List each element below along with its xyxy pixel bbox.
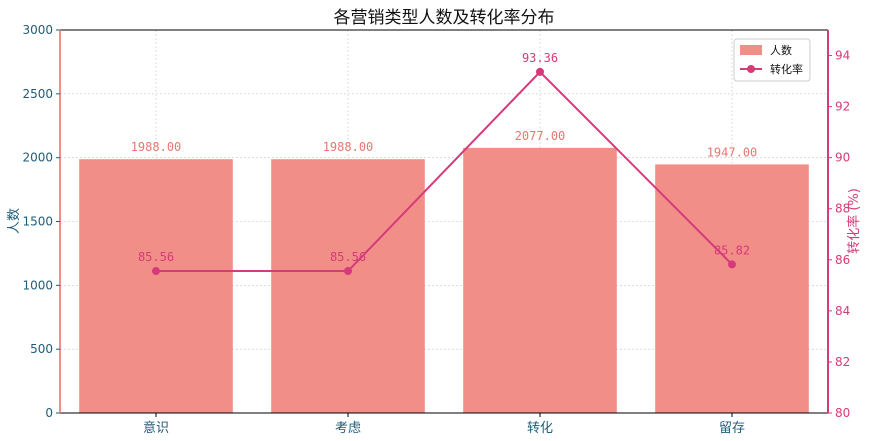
y-right-tick-label: 80: [835, 406, 850, 420]
y-left-tick-label: 2500: [22, 87, 53, 101]
chart-title: 各营销类型人数及转化率分布: [334, 8, 555, 28]
axes: 0 500 1000 1500 2000 2500 3000 80 82 84 86 88 90 92 94…: [22, 23, 850, 436]
line-value-label: 85.56: [138, 250, 174, 264]
line-series: [152, 67, 736, 276]
line-value-label: 85.56: [330, 250, 366, 264]
bar-series: [79, 147, 809, 413]
legend-bar-label: 人数: [770, 44, 792, 57]
y-left-tick-label: 1000: [22, 278, 53, 292]
y-right-tick-label: 82: [835, 355, 850, 369]
y-left-tick-label: 1500: [22, 215, 53, 229]
y-axis-right-label: 转化率 (%): [846, 188, 862, 254]
line-value-label: 93.36: [522, 51, 558, 65]
y-right-tick-label: 86: [835, 253, 850, 267]
y-right-tick-label: 92: [835, 100, 850, 114]
y-left-tick-label: 500: [30, 342, 53, 356]
y-axis-left-label: 人数: [7, 208, 22, 234]
line-point: [152, 267, 160, 276]
bar: [463, 147, 617, 413]
bar-value-label: 1988.00: [323, 140, 374, 154]
x-tick-label: 意识: [143, 420, 169, 436]
y-right-tick-label: 88: [835, 202, 850, 216]
y-right-tick-label: 94: [835, 49, 850, 63]
x-tick-label: 考虑: [335, 421, 361, 436]
bar-value-label: 1988.00: [131, 140, 182, 154]
y-left-tick-label: 0: [45, 406, 53, 420]
y-right-tick-label: 84: [835, 304, 850, 318]
bar: [655, 164, 809, 413]
conversion-rate-line: [156, 70, 733, 273]
x-tick-label: 转化: [527, 421, 553, 436]
legend-line-label: 转化率: [770, 62, 803, 76]
y-left-tick-label: 2000: [22, 151, 53, 165]
line-point: [728, 260, 736, 269]
line-point: [344, 267, 352, 276]
bar: [271, 159, 425, 413]
legend-line-marker: [747, 65, 755, 73]
x-tick-label: 留存: [719, 421, 745, 436]
legend-bar-swatch: [740, 45, 762, 55]
bar-value-label: 2077.00: [515, 129, 566, 143]
y-left-tick-label: 3000: [22, 23, 53, 37]
line-point: [536, 67, 544, 76]
y-right-tick-label: 90: [835, 151, 850, 165]
line-value-label: 85.82: [714, 243, 750, 257]
bar: [79, 159, 233, 413]
data-labels: 1988.00 1988.00 2077.00 1947.00 85.56 85.56 93…: [131, 51, 758, 264]
bar-value-label: 1947.00: [707, 145, 758, 159]
legend: 人数 转化率: [733, 38, 811, 82]
